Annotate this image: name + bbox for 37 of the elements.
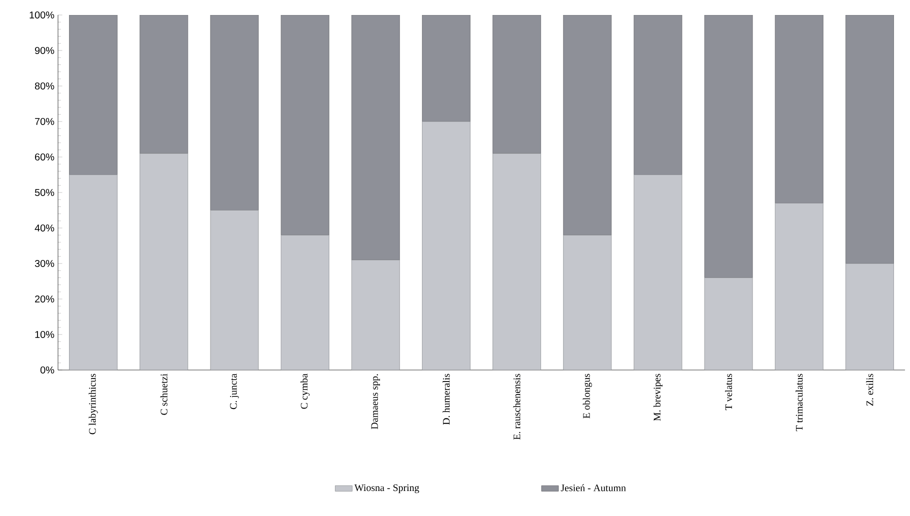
bar (351, 260, 400, 370)
x-tick-label: T velatus (725, 374, 732, 410)
x-tick-label: T trimaculatus (796, 374, 803, 432)
bar (634, 174, 682, 370)
bar (422, 121, 470, 370)
y-tick-label: 90% (35, 46, 54, 54)
x-tick-label: D. humeralis (442, 374, 450, 425)
bar (704, 278, 753, 370)
legend-label: Jesień - Autumn (560, 484, 626, 492)
x-tick-label: E oblongus (582, 374, 592, 418)
bar (774, 202, 824, 370)
x-tick-label: M. brevipes (653, 374, 662, 421)
y-tick-label: 40% (34, 224, 54, 232)
y-tick-label: 20% (35, 295, 54, 303)
y-tick-label: 100% (30, 11, 54, 19)
y-tick-label: 80% (34, 82, 54, 90)
y-tick-label: 60% (35, 153, 54, 161)
x-tick-label: C labyrinthicus (88, 374, 98, 434)
x-tick-label: C cymba (300, 374, 310, 409)
bar (563, 234, 612, 370)
legend-label: Wiosna - Spring (354, 484, 420, 494)
x-tick-label: Damaeus spp. (371, 374, 380, 430)
y-tick-label: 30% (34, 260, 54, 268)
bar (140, 153, 188, 370)
x-tick-label: Z. exilis (866, 374, 874, 406)
bar (69, 174, 118, 370)
bar (280, 234, 330, 370)
bar (846, 263, 894, 370)
y-tick-label: 0% (40, 366, 54, 374)
x-tick-label: C schuetzi (160, 374, 168, 415)
y-tick-label: 10% (35, 330, 54, 338)
x-tick-label: C. juncta (230, 374, 239, 410)
bar (210, 210, 259, 370)
y-tick-label: 50% (34, 188, 54, 196)
bar (492, 153, 541, 370)
y-tick-label: 70% (35, 118, 54, 126)
x-tick-label: E. rauschenensis (513, 374, 520, 440)
